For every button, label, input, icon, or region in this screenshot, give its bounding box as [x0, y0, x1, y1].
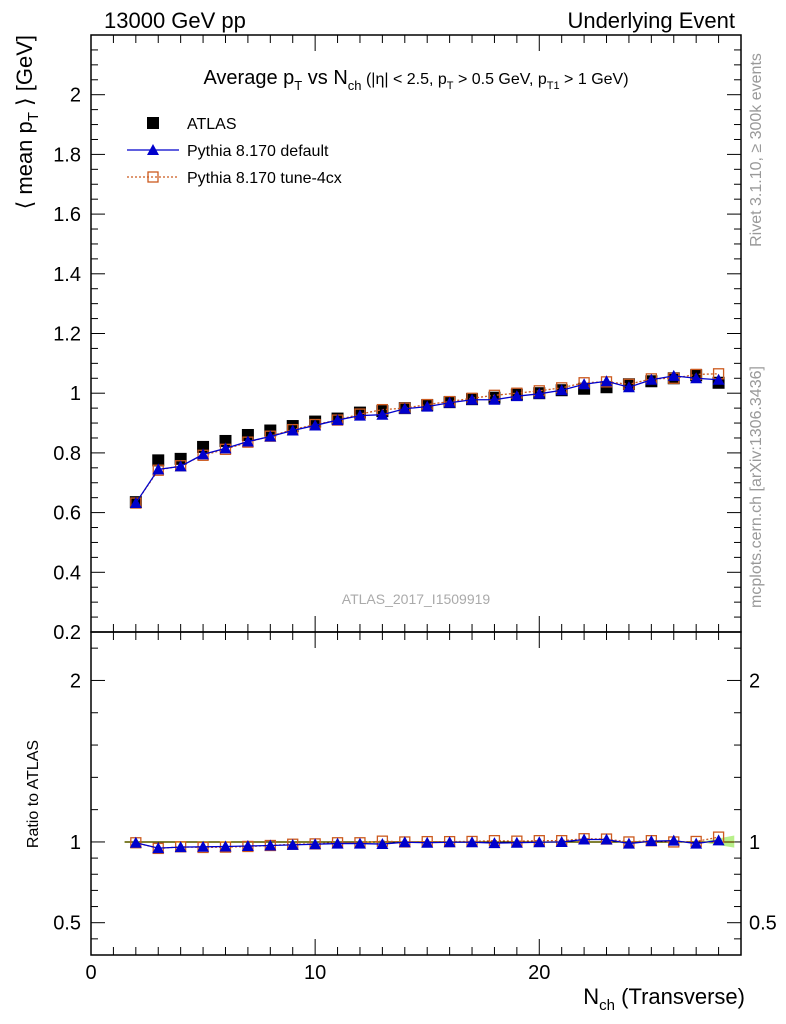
default-point: [555, 384, 568, 396]
default-point: [645, 373, 658, 385]
ratio-default-point: [331, 837, 344, 849]
ratio-default-point: [578, 833, 591, 845]
default-point: [667, 369, 680, 381]
default-point: [712, 373, 725, 385]
ratio-default-point: [690, 837, 703, 849]
default-point: [286, 424, 299, 436]
default-point: [466, 393, 479, 405]
ratio-panel-frame: [90, 631, 742, 956]
legend-label-default: Pythia 8.170 default: [187, 143, 329, 160]
ratio-y-tick-label-left: 2: [70, 670, 81, 692]
default-point: [443, 396, 456, 408]
legend-label-tune: Pythia 8.170 tune-4cx: [187, 170, 342, 187]
x-tick-label: 0: [85, 962, 96, 984]
ratio-series: [129, 831, 725, 855]
ratio-default-point: [309, 838, 322, 850]
legend-marker-atlas: [147, 117, 159, 129]
atlas-point: [152, 454, 165, 467]
analysis-watermark: ATLAS_2017_I1509919: [342, 591, 491, 607]
ratio-default-point: [488, 837, 501, 849]
legend: ATLAS Pythia 8.170 default Pythia 8.170 …: [127, 116, 342, 187]
mcplots-label: mcplots.cern.ch [arXiv:1306.3436]: [748, 366, 765, 608]
default-point: [129, 497, 142, 509]
main-y-tick-label: 0.4: [53, 562, 81, 584]
default-point: [578, 378, 591, 390]
main-title: Average pT vs Nch (|η| < 2.5, pT > 0.5 G…: [203, 67, 628, 93]
ratio-y-tick-label-right: 0.5: [749, 913, 777, 935]
ratio-default-point: [645, 835, 658, 847]
ratio-default-point: [197, 840, 210, 852]
main-y-tick-label: 0.6: [53, 503, 81, 525]
main-y-tick-label: 1.2: [53, 324, 81, 346]
default-point: [488, 393, 501, 405]
default-point: [309, 419, 322, 431]
ratio-default-point: [667, 834, 680, 846]
main-y-axis-label: ⟨ mean pT ⟩ [GeV]: [12, 35, 42, 209]
ratio-y-tick-label-right: 2: [749, 670, 760, 692]
default-point: [622, 381, 635, 393]
ratio-default-point: [129, 836, 142, 848]
main-y-tick-label: 1.8: [53, 144, 81, 166]
main-y-tick-label: 1.4: [53, 264, 81, 286]
ratio-default-point: [353, 837, 366, 849]
default-point: [197, 448, 210, 460]
ratio-default-point: [152, 842, 165, 854]
default-point: [152, 463, 165, 475]
default-point: [600, 375, 613, 387]
main-y-tick-label: 0.8: [53, 443, 81, 465]
ratio-default-point: [712, 834, 725, 846]
ratio-default-point: [174, 841, 187, 853]
ratio-default-point: [264, 839, 277, 851]
ratio-default-point: [398, 836, 411, 848]
default-point: [241, 435, 254, 447]
ratio-default-point: [241, 839, 254, 851]
default-point: [510, 390, 523, 402]
header-right: Underlying Event: [567, 8, 735, 33]
atlas-point: [174, 452, 187, 465]
atlas-point: [241, 428, 254, 441]
ratio-axes: 0 10 20 0.5 0.5 1 1 2 2: [53, 632, 777, 984]
ratio-default-point: [622, 837, 635, 849]
main-series: [129, 368, 725, 509]
ratio-default-point: [510, 836, 523, 848]
ratio-default-point: [376, 838, 389, 850]
ratio-y-axis-label: Ratio to ATLAS: [25, 740, 42, 848]
default-point: [331, 414, 344, 426]
x-axis-label: Nch (Transverse): [583, 984, 745, 1014]
rivet-label: Rivet 3.1.10, ≥ 300k events: [748, 53, 765, 247]
legend-marker-default: [147, 144, 159, 155]
ratio-y-tick-label-right: 1: [749, 832, 760, 854]
default-point: [353, 409, 366, 421]
ratio-default-point: [219, 840, 232, 852]
ratio-default-point: [443, 836, 456, 848]
ratio-default-point: [466, 836, 479, 848]
legend-marker-tune: [147, 171, 159, 183]
main-y-tick-label: 1: [70, 383, 81, 405]
x-tick-label: 10: [304, 962, 326, 984]
legend-label-atlas: ATLAS: [187, 116, 237, 133]
default-point: [421, 400, 434, 412]
main-y-tick-label: 0.2: [53, 622, 81, 644]
default-point: [219, 442, 232, 454]
default-point: [533, 387, 546, 399]
ratio-default-point: [555, 835, 568, 847]
ratio-default-point: [286, 838, 299, 850]
x-tick-label: 20: [528, 962, 550, 984]
default-point: [264, 430, 277, 442]
ratio-default-point: [421, 836, 434, 848]
default-point: [690, 372, 703, 384]
default-point: [376, 408, 389, 420]
main-y-tick-label: 1.6: [53, 204, 81, 226]
ratio-default-point: [600, 833, 613, 845]
ratio-y-tick-label-left: 0.5: [53, 913, 81, 935]
default-point: [174, 460, 187, 472]
default-point: [398, 402, 411, 414]
header-left: 13000 GeV pp: [104, 8, 246, 33]
main-axes: 0.2 0.4 0.6 0.8 1 1.2 1.4 1.6 1.8 2: [53, 34, 742, 644]
ratio-default-point: [533, 836, 546, 848]
ratio-y-tick-label-left: 1: [70, 832, 81, 854]
main-y-tick-label: 2: [70, 85, 81, 107]
